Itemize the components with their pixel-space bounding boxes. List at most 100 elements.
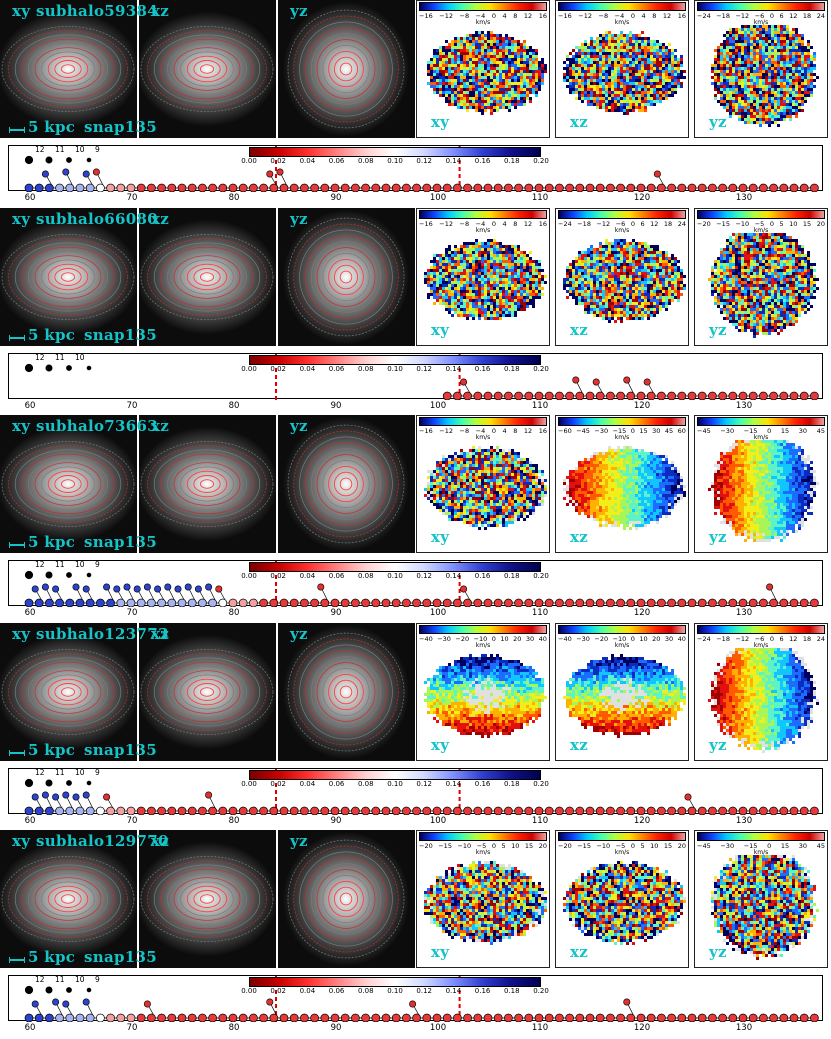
main-branch-marker — [126, 1013, 136, 1022]
fraction-tick: 0.02 — [270, 157, 286, 165]
main-branch-marker — [738, 183, 748, 192]
main-branch-marker — [677, 806, 687, 815]
fraction-tick: 0.10 — [387, 780, 403, 788]
merger-marker — [684, 793, 692, 801]
main-branch-marker — [249, 806, 258, 815]
main-branch-marker — [391, 183, 401, 192]
colorbar-ticks: −45 −30 −15 0 15 30 45 — [697, 842, 825, 850]
main-branch-marker — [432, 1013, 442, 1022]
x-tick-label: 90 — [330, 816, 342, 826]
merger-tree-plot — [24, 976, 819, 1022]
merger-tree-plot — [24, 354, 819, 400]
colorbar-ticks: −20 −15 −10 −5 0 5 10 15 20 — [419, 842, 547, 850]
main-branch-marker — [249, 1013, 258, 1022]
fraction-colorbar-ticks: 0.00 0.02 0.04 0.06 0.08 0.10 0.12 0.14 0.16 0.18… — [241, 780, 549, 789]
main-branch-marker — [432, 598, 442, 607]
velocity-unit: km/s — [753, 434, 769, 441]
colorbar-tick: −16 — [419, 427, 433, 435]
merger-marker — [41, 583, 49, 591]
colorbar-tick: 20 — [816, 220, 825, 228]
fraction-tick: 0.04 — [299, 987, 316, 995]
fraction-tick: 0.12 — [416, 780, 432, 788]
x-tick-label: 120 — [633, 401, 651, 411]
x-tick-label: 60 — [24, 401, 36, 411]
main-branch-marker — [310, 1013, 319, 1022]
x-tick-label: 80 — [228, 1023, 240, 1033]
main-branch-marker — [351, 598, 360, 607]
main-branch-marker — [789, 391, 799, 400]
colorbar-tick: 0 — [491, 220, 496, 228]
main-branch-marker — [279, 806, 289, 815]
main-branch-marker — [759, 806, 768, 815]
main-branch-marker — [116, 598, 126, 607]
main-branch-marker — [24, 806, 34, 815]
colorbar-tick: −5 — [754, 220, 765, 228]
main-branch-marker — [167, 806, 177, 815]
colorbar-tick: 4 — [502, 220, 507, 228]
colorbar-tick: −45 — [697, 842, 711, 850]
merger-marker — [72, 793, 80, 801]
fraction-tick: 0.10 — [387, 365, 403, 373]
scale-bar-icon — [9, 750, 25, 756]
main-branch-marker — [616, 598, 625, 607]
velocity-map-xz: −20 −15 −10 −5 0 5 10 15 20 km/s xz — [555, 830, 689, 968]
main-branch-marker — [177, 183, 187, 192]
generation-legend-marker — [45, 364, 53, 372]
main-branch-marker — [106, 806, 115, 815]
velocity-map-xy: −16 −12 −8 −4 0 4 8 12 16 km/s xy — [416, 415, 550, 553]
main-branch-marker — [381, 806, 391, 815]
main-branch-marker — [789, 1013, 799, 1022]
merger-marker — [215, 585, 223, 593]
main-branch-marker — [493, 806, 503, 815]
colorbar-tick: 8 — [513, 220, 518, 228]
x-tick-label: 130 — [735, 193, 753, 203]
colorbar-tick: −4 — [475, 12, 486, 20]
merger-marker — [123, 583, 131, 591]
main-branch-marker — [238, 1013, 248, 1022]
main-branch-marker — [646, 598, 656, 607]
density-map — [139, 208, 276, 346]
colorbar-tick: −4 — [614, 12, 625, 20]
main-branch-marker — [85, 806, 95, 815]
main-branch-marker — [585, 1013, 595, 1022]
projection-label: xy — [12, 417, 31, 435]
main-branch-marker — [759, 183, 768, 192]
generation-legend-marker — [24, 778, 34, 788]
main-branch-marker — [728, 391, 738, 400]
projection-label: yz — [290, 832, 308, 850]
generation-label: 9 — [95, 145, 100, 154]
main-branch-marker — [310, 806, 319, 815]
fraction-tick: 0.14 — [445, 157, 462, 165]
velocity-map-xy: −16 −12 −8 −4 0 4 8 12 16 km/s xy — [416, 0, 550, 138]
main-branch-marker — [646, 183, 656, 192]
fraction-tick: 0.14 — [445, 572, 462, 580]
main-branch-marker — [208, 598, 217, 607]
fraction-tick: 0.00 — [241, 987, 257, 995]
x-tick-label: 60 — [24, 608, 36, 618]
x-tick-label: 130 — [735, 1023, 753, 1033]
colorbar-tick: 24 — [677, 220, 686, 228]
merger-marker — [41, 170, 49, 178]
main-branch-marker — [708, 806, 717, 815]
main-branch-marker — [799, 391, 809, 400]
main-branch-marker — [728, 806, 738, 815]
main-branch-marker — [463, 391, 472, 400]
main-branch-marker — [177, 1013, 187, 1022]
velocity-projection-label: yz — [709, 321, 727, 339]
scale-bar-label: 5 kpc — [28, 948, 76, 966]
main-branch-marker — [34, 806, 44, 815]
main-branch-marker — [279, 598, 289, 607]
colorbar-tick: −12 — [439, 427, 453, 435]
main-branch-marker — [565, 598, 574, 607]
density-map — [0, 0, 137, 138]
colorbar-tick: 45 — [816, 842, 825, 850]
main-branch-marker — [106, 183, 115, 192]
fraction-tick: 0.06 — [328, 572, 345, 580]
main-branch-marker — [187, 806, 197, 815]
colorbar-tick: 6 — [779, 12, 784, 20]
colorbar-tick: 40 — [538, 635, 547, 643]
velocity-map-yz: −20 −15 −10 −5 0 5 10 15 20 km/s yz — [694, 208, 828, 346]
velocity-projection-label: xz — [570, 528, 589, 546]
fraction-tick: 0.20 — [533, 780, 549, 788]
merger-marker — [82, 170, 90, 178]
